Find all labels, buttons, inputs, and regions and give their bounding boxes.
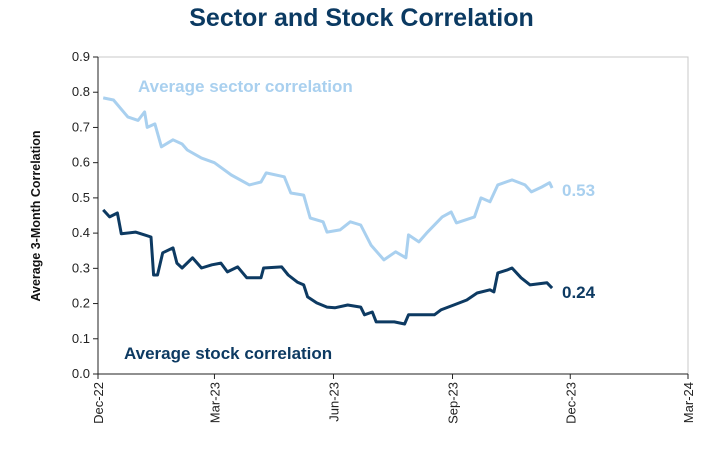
y-tick-label: 0.9 [72, 49, 90, 64]
y-tick-label: 0.8 [72, 84, 90, 99]
y-tick-label: 0.5 [72, 190, 90, 205]
stock-series-label: Average stock correlation [124, 344, 332, 363]
x-tick-label: Jun-23 [326, 382, 341, 422]
y-tick-label: 0.1 [72, 331, 90, 346]
y-tick-label: 0.3 [72, 260, 90, 275]
y-tick-label: 0.6 [72, 155, 90, 170]
x-tick-label: Dec-23 [563, 382, 578, 424]
chart-title: Sector and Stock Correlation [189, 4, 534, 32]
y-tick-label: 0.4 [72, 225, 90, 240]
y-tick-label: 0.2 [72, 296, 90, 311]
y-tick-label: 0.7 [72, 119, 90, 134]
y-axis-label: Average 3-Month Correlation [29, 130, 43, 301]
sector-series-label: Average sector correlation [138, 77, 353, 96]
stock-end-label: 0.24 [562, 283, 596, 302]
y-tick-label: 0.0 [72, 366, 90, 381]
stock-correlation-line [102, 208, 554, 326]
sector-correlation-line [102, 96, 554, 262]
x-tick-label: Sep-23 [446, 382, 461, 424]
sector-end-label: 0.53 [562, 181, 595, 200]
x-tick-label: Dec-22 [91, 382, 106, 424]
x-tick-label: Mar-23 [207, 382, 222, 423]
x-tick-label: Mar-24 [681, 382, 696, 423]
plot-frame [97, 56, 689, 375]
